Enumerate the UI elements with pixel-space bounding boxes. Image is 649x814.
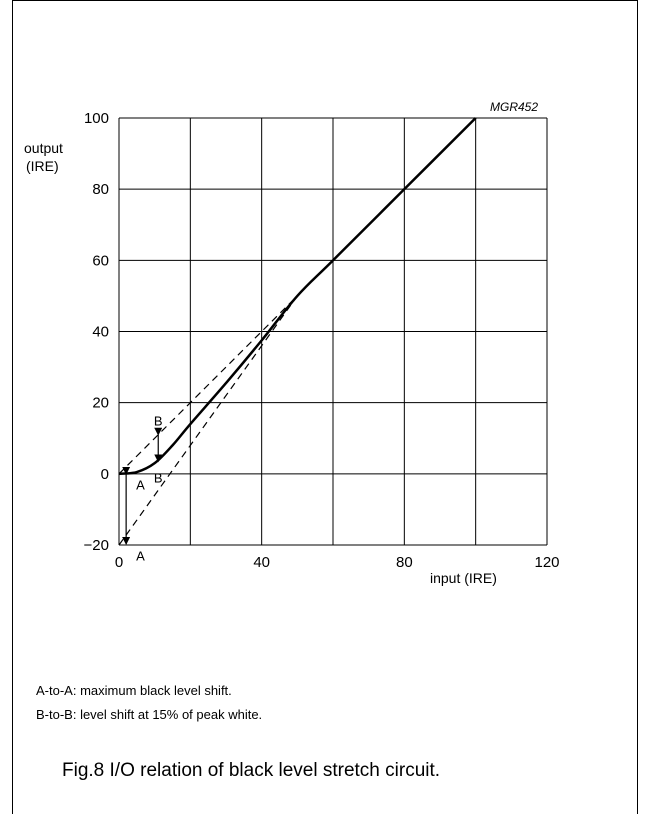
note-a-to-a: A-to-A: maximum black level shift.: [36, 683, 232, 698]
marker-label: A: [136, 478, 145, 493]
x-tick-label: 120: [534, 554, 559, 571]
figure-frame: [12, 0, 638, 814]
y-axis-label-line1: output: [24, 140, 63, 156]
marker-label: B: [154, 470, 163, 485]
chart-curves: [118, 117, 477, 546]
chart-grid: [118, 117, 548, 546]
marker-label: A: [136, 549, 145, 564]
transfer-curve: [118, 117, 477, 476]
dashed-reference-line: [118, 295, 298, 546]
note-b-to-b: B-to-B: level shift at 15% of peak white…: [36, 707, 263, 722]
y-tick-label: 60: [92, 252, 109, 269]
figure-caption: Fig.8 I/O relation of black level stretc…: [62, 760, 441, 781]
y-tick-label: 100: [84, 110, 109, 127]
y-axis-label-line2: (IRE): [26, 158, 59, 174]
x-tick-label: 0: [115, 554, 123, 571]
x-axis-label: input (IRE): [430, 570, 497, 586]
marker-label: B: [154, 413, 163, 428]
x-tick-label: 40: [253, 554, 270, 571]
y-tick-label: 80: [92, 181, 109, 198]
dashed-reference-line: [118, 295, 298, 475]
y-tick-label: 40: [92, 324, 109, 341]
y-tick-label: −20: [84, 537, 109, 554]
chart-ticks: 0 40 80 120 100 80 60 40 20 0 −20: [84, 110, 560, 571]
y-tick-label: 20: [92, 395, 109, 412]
x-tick-label: 80: [396, 554, 413, 571]
y-tick-label: 0: [101, 466, 109, 483]
chart-code-label: MGR452: [490, 100, 538, 114]
